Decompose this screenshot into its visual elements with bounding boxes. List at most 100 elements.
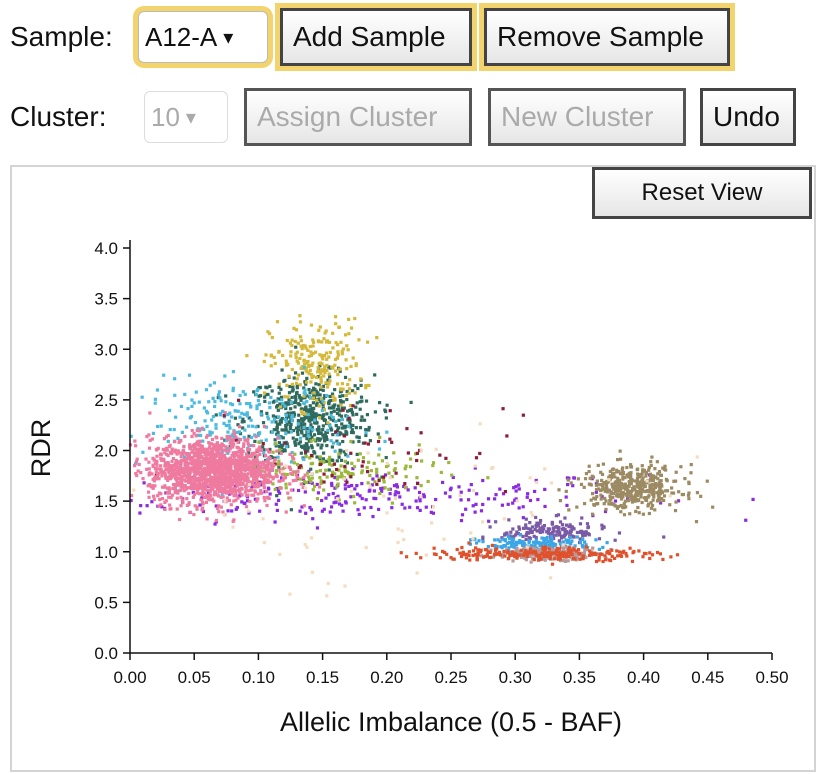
scatter-point <box>268 469 272 473</box>
scatter-point <box>608 494 612 498</box>
scatter-point <box>625 493 629 498</box>
scatter-point <box>594 490 598 494</box>
scatter-point <box>212 452 217 456</box>
scatter-point <box>203 471 207 475</box>
scatter-point <box>547 543 551 547</box>
scatter-point <box>195 507 199 511</box>
scatter-point <box>236 409 240 413</box>
chevron-down-icon: ▾ <box>185 106 196 129</box>
scatter-point <box>360 469 364 473</box>
new-cluster-button[interactable]: New Cluster <box>488 88 686 146</box>
scatter-point <box>291 479 295 483</box>
scatter-point <box>222 421 226 425</box>
scatter-point <box>415 451 419 455</box>
scatter-point <box>245 401 249 406</box>
scatter-point <box>274 441 278 446</box>
assign-cluster-button[interactable]: Assign Cluster <box>244 88 472 146</box>
scatter-point <box>360 496 364 501</box>
scatter-point <box>552 536 556 541</box>
cluster-select[interactable]: 10 ▾ <box>144 91 228 143</box>
scatter-point <box>313 418 317 422</box>
scatter-point <box>540 536 544 540</box>
scatter-point <box>246 479 250 483</box>
scatter-point <box>392 468 396 472</box>
scatter-point <box>640 500 644 505</box>
scatter-point <box>142 481 146 485</box>
scatter-point <box>568 531 572 535</box>
scatter-point <box>300 412 305 416</box>
scatter-point <box>366 340 370 344</box>
scatter-point <box>687 480 691 484</box>
scatter-point <box>449 556 453 560</box>
scatter-point <box>319 400 323 404</box>
scatter-point <box>179 438 183 443</box>
scatter-point <box>264 353 268 357</box>
scatter-point <box>214 435 218 439</box>
scatter-point <box>230 441 234 445</box>
axes-layer: 0.00 0.05 0.10 0.15 0.20 0.25 0.30 0.35 0.40 0.45… <box>94 239 788 687</box>
scatter-point <box>171 486 175 491</box>
scatter-point <box>168 427 172 432</box>
scatter-point <box>524 537 528 542</box>
scatter-point <box>317 416 322 420</box>
scatter-point <box>354 426 358 430</box>
scatter-point <box>459 490 463 494</box>
plot-panel[interactable] <box>10 165 816 772</box>
scatter-point <box>345 397 349 402</box>
scatter-point <box>538 553 542 557</box>
scatter-point <box>155 424 160 429</box>
undo-button[interactable]: Undo <box>700 88 796 146</box>
scatter-point <box>465 552 469 556</box>
scatter-point <box>253 497 257 501</box>
scatter-point <box>290 395 294 400</box>
remove-sample-button[interactable]: Remove Sample <box>484 8 730 66</box>
scatter-point <box>233 475 237 479</box>
scatter-point <box>361 456 366 460</box>
scatter-point <box>383 486 387 490</box>
sample-select[interactable]: A12-A ▾ <box>138 11 268 63</box>
scatter-point <box>382 475 386 479</box>
scatter-point <box>278 491 282 495</box>
scatter-point <box>661 557 665 562</box>
scatter-point <box>241 390 245 394</box>
scatter-point <box>327 468 331 472</box>
scatter-point <box>185 503 189 507</box>
scatter-point <box>276 489 281 493</box>
scatter-point <box>486 497 491 501</box>
scatter-point <box>300 407 304 411</box>
scatter-point <box>346 454 350 458</box>
scatter-point <box>251 480 255 484</box>
add-sample-button[interactable]: Add Sample <box>280 8 472 66</box>
scatter-point <box>638 490 642 494</box>
scatter-point <box>303 396 307 400</box>
scatter-point <box>233 416 237 420</box>
scatter-point <box>267 332 272 336</box>
reset-view-button[interactable]: Reset View <box>592 167 812 219</box>
scatter-point <box>318 353 322 357</box>
scatter-point <box>560 534 565 538</box>
scatter-point <box>534 541 538 545</box>
scatter-point <box>324 381 328 385</box>
scatter-point <box>312 484 317 488</box>
scatter-point <box>215 454 219 458</box>
scatter-point <box>284 482 288 486</box>
scatter-point <box>182 478 187 482</box>
scatter-point <box>278 448 282 452</box>
scatter-point <box>369 505 373 510</box>
scatter-point <box>220 452 224 456</box>
scatter-point <box>536 529 540 533</box>
scatter-point <box>270 389 274 393</box>
scatter-point <box>504 548 509 552</box>
scatter-point <box>300 426 304 430</box>
scatter-point <box>323 364 327 368</box>
scatter-point <box>308 395 312 400</box>
scatter-point <box>382 494 386 498</box>
scatter-point <box>366 442 371 446</box>
scatter-point <box>284 406 288 411</box>
scatter-point <box>310 461 315 465</box>
scatter-point <box>167 470 171 475</box>
scatter-point <box>333 315 338 319</box>
scatter-point <box>281 443 285 447</box>
scatter-point <box>381 477 386 481</box>
